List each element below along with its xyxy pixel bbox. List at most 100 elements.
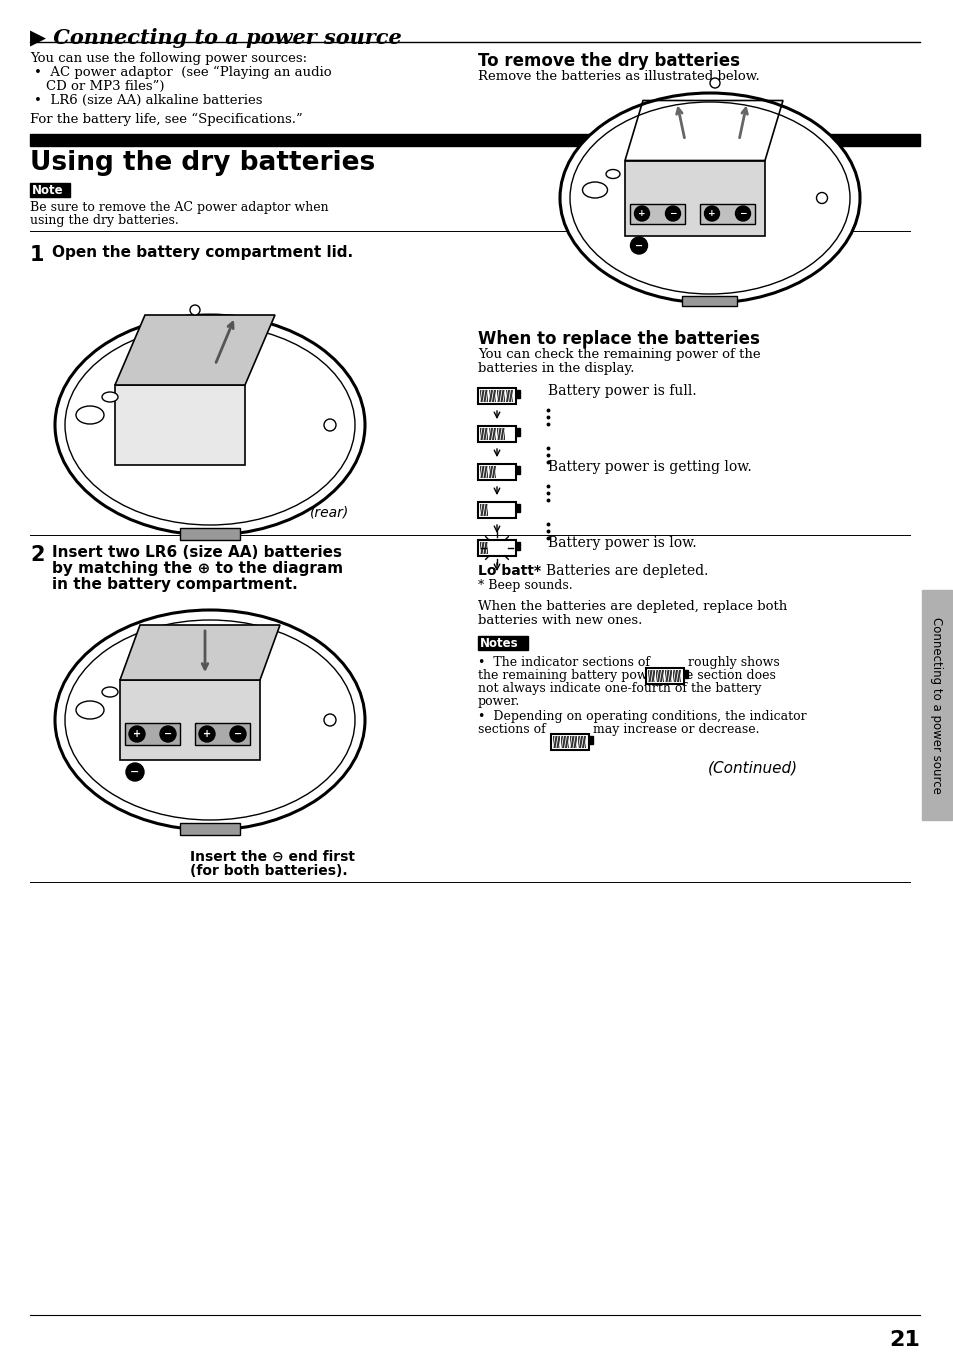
Text: Battery power is low.: Battery power is low. [547, 536, 696, 550]
Text: CD or MP3 files”): CD or MP3 files”) [46, 80, 164, 94]
Text: +: + [203, 729, 211, 740]
Text: 2: 2 [30, 546, 45, 565]
Text: −: − [739, 209, 746, 218]
Text: using the dry batteries.: using the dry batteries. [30, 214, 178, 227]
Bar [477, 502, 516, 518]
Bar [488, 389, 496, 402]
Ellipse shape [65, 620, 355, 820]
Bar [516, 503, 519, 512]
Ellipse shape [324, 419, 335, 432]
Text: Battery power is getting low.: Battery power is getting low. [547, 460, 751, 474]
Text: Notes: Notes [479, 636, 518, 650]
Bar [647, 670, 655, 683]
Bar [30, 134, 919, 147]
Text: For the battery life, see “Specifications.”: For the battery life, see “Specification… [30, 113, 302, 126]
Bar [477, 388, 516, 404]
Text: Connecting to a power source: Connecting to a power source [929, 616, 943, 794]
Ellipse shape [126, 763, 144, 782]
Text: Open the battery compartment lid.: Open the battery compartment lid. [52, 246, 353, 261]
Text: •  The indicator sections of: • The indicator sections of [477, 655, 654, 669]
Text: * Beep sounds.: * Beep sounds. [477, 579, 572, 592]
Ellipse shape [190, 305, 200, 315]
Text: Insert two LR6 (size AA) batteries: Insert two LR6 (size AA) batteries [52, 546, 341, 560]
Text: Note: Note [32, 185, 64, 197]
Text: You can check the remaining power of the: You can check the remaining power of the [477, 347, 760, 361]
Bar [479, 427, 487, 440]
Ellipse shape [703, 206, 719, 221]
Text: +: + [638, 209, 645, 218]
Bar [180, 822, 240, 835]
Bar [477, 426, 516, 442]
Bar [553, 735, 560, 748]
Bar [664, 670, 672, 683]
Text: Remove the batteries as illustrated below.: Remove the batteries as illustrated belo… [477, 71, 759, 83]
Text: Be sure to remove the AC power adaptor when: Be sure to remove the AC power adaptor w… [30, 201, 328, 214]
Ellipse shape [55, 315, 365, 535]
Text: (rear): (rear) [310, 505, 349, 518]
Bar [477, 464, 516, 480]
Ellipse shape [709, 77, 720, 88]
Text: •  AC power adaptor  (see “Playing an audio: • AC power adaptor (see “Playing an audi… [34, 66, 332, 79]
Text: To remove the dry batteries: To remove the dry batteries [477, 52, 740, 71]
Bar [700, 204, 754, 224]
Ellipse shape [129, 726, 145, 742]
Bar [488, 427, 496, 440]
Text: When to replace the batteries: When to replace the batteries [477, 330, 760, 347]
Text: batteries with new ones.: batteries with new ones. [477, 613, 641, 627]
Ellipse shape [102, 392, 118, 402]
Text: Batteries are depleted.: Batteries are depleted. [545, 565, 708, 578]
Text: Battery power is full.: Battery power is full. [547, 384, 696, 398]
Text: +: + [707, 209, 715, 218]
Bar [673, 670, 680, 683]
Text: ▶ Connecting to a power source: ▶ Connecting to a power source [30, 28, 401, 47]
Text: the remaining battery power. One section does: the remaining battery power. One section… [477, 669, 775, 683]
Ellipse shape [55, 611, 365, 830]
Bar [656, 670, 663, 683]
Text: batteries in the display.: batteries in the display. [477, 362, 634, 375]
Bar [479, 541, 487, 554]
Text: Insert the ⊖ end first: Insert the ⊖ end first [190, 849, 355, 864]
Text: −: − [669, 209, 676, 218]
Bar [477, 540, 516, 556]
Ellipse shape [199, 726, 214, 742]
Text: −: − [164, 729, 172, 740]
Text: Lo batt*: Lo batt* [477, 565, 540, 578]
Text: sections of: sections of [477, 723, 549, 735]
Text: by matching the ⊕ to the diagram: by matching the ⊕ to the diagram [52, 560, 343, 575]
Text: •  LR6 (size AA) alkaline batteries: • LR6 (size AA) alkaline batteries [34, 94, 262, 107]
Bar [194, 723, 250, 745]
Ellipse shape [76, 702, 104, 719]
Bar [477, 636, 527, 650]
Text: roughly shows: roughly shows [687, 655, 779, 669]
Text: −: − [635, 240, 642, 251]
Text: −: − [131, 767, 139, 778]
Bar [115, 385, 245, 465]
Ellipse shape [324, 714, 335, 726]
Ellipse shape [569, 102, 849, 294]
Text: When the batteries are depleted, replace both: When the batteries are depleted, replace… [477, 600, 786, 613]
Text: not always indicate one-fourth of the battery: not always indicate one-fourth of the ba… [477, 683, 760, 695]
Bar [683, 670, 687, 677]
Bar [497, 427, 504, 440]
Text: may increase or decrease.: may increase or decrease. [593, 723, 759, 735]
Text: −: − [233, 729, 242, 740]
Bar [645, 668, 683, 684]
Bar [569, 735, 577, 748]
Ellipse shape [559, 94, 859, 303]
Bar [516, 389, 519, 398]
Bar [578, 735, 585, 748]
Ellipse shape [665, 206, 679, 221]
Bar [681, 296, 737, 305]
Ellipse shape [630, 237, 647, 254]
Bar [624, 160, 764, 236]
Bar [497, 389, 504, 402]
Bar [125, 723, 180, 745]
Ellipse shape [582, 182, 607, 198]
Ellipse shape [160, 726, 175, 742]
Polygon shape [115, 315, 274, 385]
Ellipse shape [816, 193, 826, 204]
Bar [120, 680, 260, 760]
Bar [516, 427, 519, 436]
Bar [479, 503, 487, 516]
Bar [479, 389, 487, 402]
